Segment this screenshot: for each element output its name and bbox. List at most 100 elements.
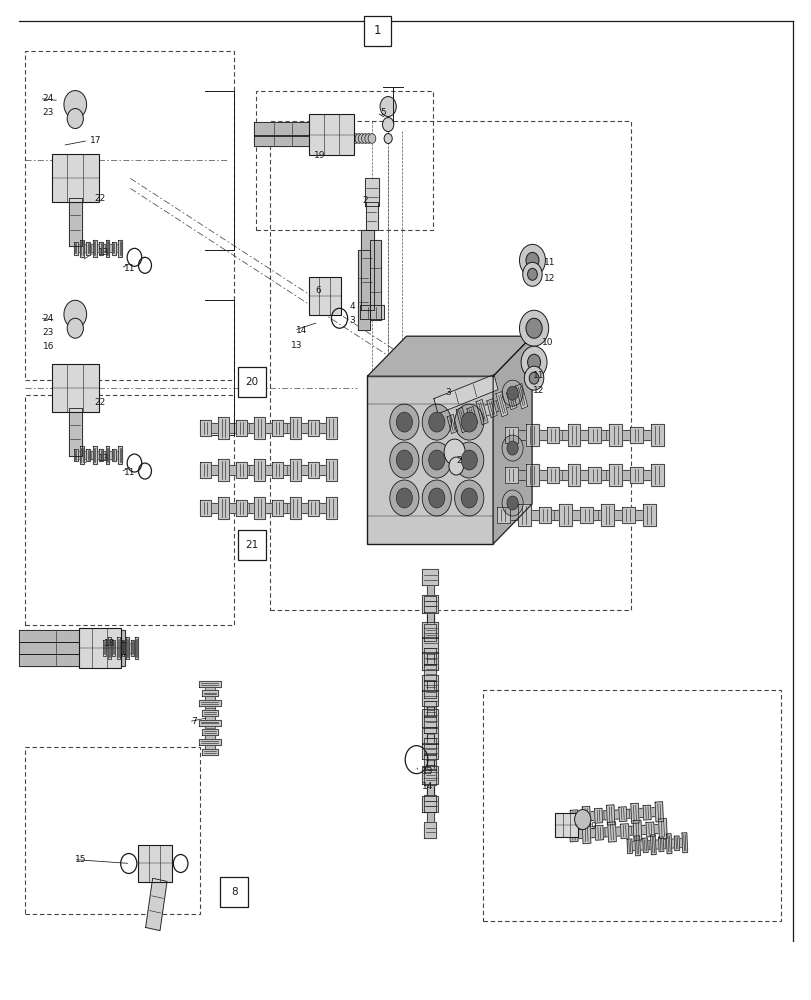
Circle shape <box>64 300 87 328</box>
Text: 22: 22 <box>95 398 106 407</box>
Polygon shape <box>424 738 436 755</box>
Polygon shape <box>122 640 124 656</box>
Circle shape <box>64 91 87 119</box>
Circle shape <box>522 262 542 286</box>
Polygon shape <box>581 806 590 827</box>
Polygon shape <box>650 424 663 446</box>
Polygon shape <box>202 690 217 696</box>
Circle shape <box>527 354 540 370</box>
Bar <box>367 376 492 544</box>
Polygon shape <box>272 462 282 478</box>
Polygon shape <box>608 424 621 446</box>
Polygon shape <box>633 820 641 840</box>
Polygon shape <box>511 430 656 440</box>
Polygon shape <box>608 464 621 486</box>
Polygon shape <box>202 749 217 755</box>
Polygon shape <box>131 640 134 656</box>
Text: 10: 10 <box>542 338 553 347</box>
Polygon shape <box>204 684 214 752</box>
Text: 8: 8 <box>230 887 237 897</box>
Polygon shape <box>360 230 373 310</box>
Polygon shape <box>202 729 217 735</box>
Circle shape <box>364 134 372 143</box>
Polygon shape <box>424 681 436 698</box>
Bar <box>25 395 234 625</box>
Polygon shape <box>117 637 119 659</box>
Polygon shape <box>466 407 477 426</box>
Polygon shape <box>217 417 229 439</box>
Circle shape <box>422 404 451 440</box>
Circle shape <box>574 810 590 830</box>
Polygon shape <box>526 464 538 486</box>
Polygon shape <box>135 637 138 659</box>
Circle shape <box>501 490 522 516</box>
Polygon shape <box>594 825 603 840</box>
Polygon shape <box>422 569 438 585</box>
Text: 12: 12 <box>543 274 555 283</box>
Polygon shape <box>567 464 580 486</box>
Circle shape <box>389 442 418 478</box>
Text: 14: 14 <box>295 326 307 335</box>
Polygon shape <box>580 507 592 523</box>
Polygon shape <box>217 497 229 519</box>
Polygon shape <box>290 417 300 439</box>
Polygon shape <box>447 414 457 434</box>
Polygon shape <box>503 510 648 520</box>
Polygon shape <box>607 822 616 842</box>
Bar <box>308 277 341 315</box>
Polygon shape <box>422 622 438 638</box>
Text: 13: 13 <box>98 454 109 463</box>
Polygon shape <box>424 624 436 641</box>
Circle shape <box>461 412 477 432</box>
Polygon shape <box>422 743 438 759</box>
Polygon shape <box>145 878 167 931</box>
Text: 11: 11 <box>124 264 135 273</box>
Circle shape <box>527 268 537 280</box>
Text: 1: 1 <box>373 24 381 37</box>
Circle shape <box>380 97 396 117</box>
Polygon shape <box>573 824 663 839</box>
Polygon shape <box>253 122 311 136</box>
Polygon shape <box>526 424 538 446</box>
Polygon shape <box>492 336 531 544</box>
Text: 24: 24 <box>43 314 54 323</box>
Circle shape <box>461 450 477 470</box>
Circle shape <box>501 435 522 461</box>
Circle shape <box>506 441 517 455</box>
Circle shape <box>454 442 483 478</box>
Polygon shape <box>86 449 90 461</box>
Polygon shape <box>80 240 84 257</box>
Polygon shape <box>118 240 122 257</box>
Polygon shape <box>475 399 487 425</box>
Text: 3: 3 <box>349 316 354 325</box>
Polygon shape <box>422 796 438 812</box>
Bar <box>238 530 265 560</box>
Polygon shape <box>367 336 531 376</box>
Bar <box>25 747 200 914</box>
Text: 19: 19 <box>313 151 324 160</box>
Polygon shape <box>620 824 629 839</box>
Text: 6: 6 <box>315 286 320 295</box>
Circle shape <box>422 480 451 516</box>
Polygon shape <box>253 459 264 481</box>
Circle shape <box>526 318 542 338</box>
Polygon shape <box>235 500 247 516</box>
Bar <box>138 845 171 882</box>
Polygon shape <box>618 807 626 822</box>
Circle shape <box>524 366 543 390</box>
Polygon shape <box>626 839 632 854</box>
Polygon shape <box>546 427 559 443</box>
Polygon shape <box>569 827 577 842</box>
Polygon shape <box>272 500 282 516</box>
Polygon shape <box>235 420 247 436</box>
Polygon shape <box>630 803 638 823</box>
Polygon shape <box>424 701 436 717</box>
Text: 24: 24 <box>43 94 54 103</box>
Circle shape <box>389 480 418 516</box>
Circle shape <box>506 386 517 400</box>
Bar <box>79 628 121 668</box>
Polygon shape <box>366 202 377 230</box>
Circle shape <box>454 480 483 516</box>
Bar <box>269 121 630 610</box>
Polygon shape <box>642 838 647 853</box>
